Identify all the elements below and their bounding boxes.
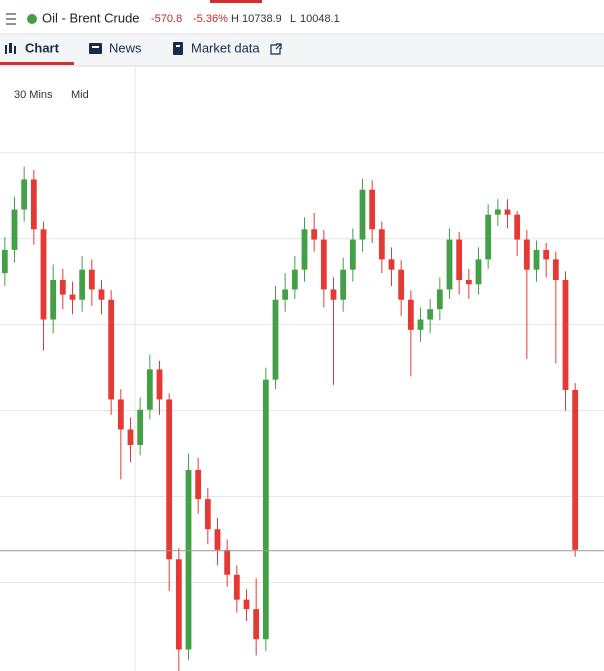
candle-body — [1, 249, 8, 274]
candle-body — [388, 259, 395, 270]
candle-body — [417, 319, 424, 330]
candle-body — [301, 229, 308, 270]
candle-body — [272, 299, 279, 380]
candle-body — [233, 574, 240, 600]
high-value: 10738.9 — [242, 13, 282, 25]
candle-body — [456, 239, 463, 280]
menu-icon[interactable] — [6, 13, 16, 25]
candle-body — [50, 279, 57, 320]
candle-body — [369, 189, 376, 230]
candle-body — [533, 249, 540, 270]
candle-body — [214, 529, 221, 550]
candle-body — [446, 239, 453, 290]
candle-body — [204, 499, 211, 530]
candle-body — [117, 399, 124, 430]
candle-body — [40, 229, 47, 320]
candle-body — [59, 279, 66, 295]
timeframe-button[interactable]: 30 Mins — [14, 89, 53, 101]
candle-body — [127, 429, 134, 445]
candle-body — [504, 209, 511, 215]
candle-body — [166, 399, 173, 560]
candle-body — [378, 229, 385, 260]
candle-body — [243, 599, 250, 610]
candle-body — [195, 469, 202, 500]
candle-body — [349, 239, 356, 270]
candle-body — [320, 239, 327, 290]
candle-body — [108, 299, 115, 400]
candle-body — [398, 269, 405, 300]
candle-body — [552, 259, 559, 280]
top-indicator — [210, 0, 262, 3]
candle-body — [185, 469, 192, 650]
candle-body — [175, 559, 182, 650]
candle-body — [224, 549, 231, 575]
candle-body — [69, 294, 76, 300]
candle-body — [98, 289, 105, 300]
candle-body — [475, 259, 482, 285]
price-type-button[interactable]: Mid — [71, 89, 89, 101]
high-label: H — [231, 13, 239, 25]
low-label: L — [290, 13, 296, 25]
candle-body — [523, 239, 530, 270]
candle-body — [253, 609, 260, 640]
low-value: 10048.1 — [300, 13, 340, 25]
candle-body — [359, 189, 366, 240]
candle-body — [79, 269, 86, 300]
candle-body — [146, 369, 153, 410]
candle-body — [262, 379, 269, 640]
change: -570.8 — [151, 13, 182, 25]
candle-body — [340, 269, 347, 300]
status-dot — [27, 14, 37, 24]
candle-body — [514, 214, 521, 240]
change-pct: -5.36% — [193, 13, 228, 25]
market-data-tab[interactable]: Market data — [173, 40, 282, 55]
candle-body — [30, 179, 37, 230]
candle-body — [436, 289, 443, 310]
tab-label: Chart — [25, 40, 60, 55]
instrument-name: Oil - Brent Crude — [42, 10, 140, 25]
candle-body — [330, 289, 337, 300]
plot-area — [0, 152, 604, 671]
candle-body — [291, 269, 298, 290]
candle-body — [485, 214, 492, 260]
candle-body — [21, 179, 28, 210]
tab-label: News — [109, 40, 142, 55]
candle-body — [572, 389, 579, 550]
tab-label: Market data — [191, 40, 260, 55]
candle-body — [282, 289, 289, 300]
candle-body — [311, 229, 318, 240]
candle-body — [494, 209, 501, 215]
active-underline — [0, 62, 74, 65]
candle-body — [465, 279, 472, 285]
candle-body — [543, 249, 550, 260]
candle-body — [427, 309, 434, 320]
candle-body — [407, 299, 414, 330]
candle-body — [137, 409, 144, 445]
candle-body — [11, 209, 18, 250]
chart-tab[interactable]: Chart — [0, 40, 74, 65]
candle-body — [562, 279, 569, 390]
news-tab[interactable]: News — [89, 40, 142, 55]
candle-body — [88, 269, 95, 290]
candle-body — [156, 369, 163, 400]
